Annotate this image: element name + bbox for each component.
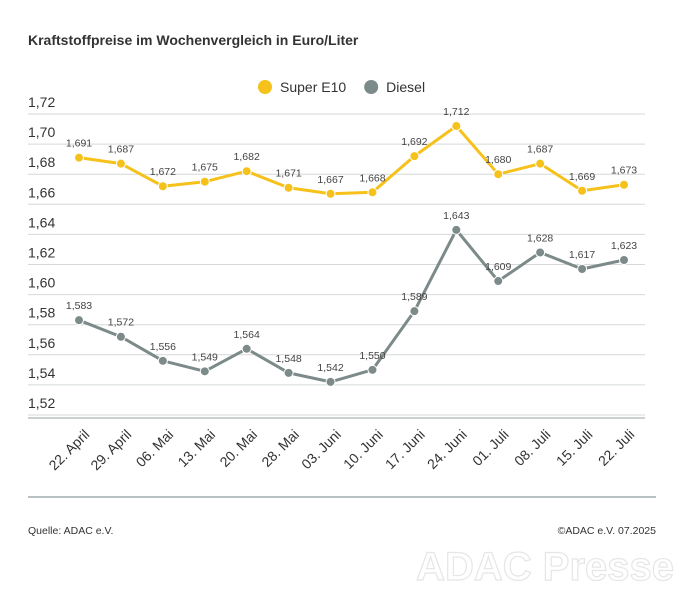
value-label: 1,617 bbox=[569, 249, 595, 261]
x-tick-label: 29. April bbox=[87, 426, 134, 473]
value-label: 1,550 bbox=[359, 350, 385, 362]
value-label: 1,675 bbox=[192, 162, 218, 174]
y-tick-label: 1,70 bbox=[28, 124, 55, 140]
point bbox=[157, 181, 168, 192]
value-label: 1,671 bbox=[275, 168, 301, 180]
value-label: 1,589 bbox=[401, 291, 427, 303]
value-label: 1,669 bbox=[569, 171, 595, 183]
x-tick-label: 20. Mai bbox=[216, 426, 260, 470]
point bbox=[577, 264, 588, 275]
point bbox=[157, 355, 168, 366]
y-tick-label: 1,64 bbox=[28, 214, 55, 230]
y-tick-label: 1,56 bbox=[28, 335, 55, 351]
value-label: 1,687 bbox=[108, 144, 134, 156]
value-label: 1,712 bbox=[443, 106, 469, 118]
value-label: 1,673 bbox=[611, 165, 637, 177]
x-tick-label: 03. Juni bbox=[298, 426, 344, 472]
legend-label: Diesel bbox=[386, 79, 425, 95]
point bbox=[493, 276, 504, 287]
series-line bbox=[78, 228, 625, 384]
y-tick-label: 1,62 bbox=[28, 245, 55, 261]
point bbox=[115, 331, 126, 342]
x-tick-label: 08. Juli bbox=[511, 426, 554, 469]
point bbox=[283, 182, 294, 193]
legend-swatch bbox=[258, 80, 272, 94]
point bbox=[367, 187, 378, 198]
point bbox=[535, 158, 546, 169]
series-line bbox=[78, 124, 625, 196]
value-label: 1,672 bbox=[150, 166, 176, 178]
x-tick-label: 28. Mai bbox=[258, 426, 302, 470]
value-label: 1,556 bbox=[150, 341, 176, 353]
legend-label: Super E10 bbox=[280, 79, 346, 95]
value-label: 1,692 bbox=[401, 136, 427, 148]
value-label: 1,572 bbox=[108, 317, 134, 329]
value-label: 1,583 bbox=[66, 300, 92, 312]
x-tick-label: 06. Mai bbox=[133, 426, 177, 470]
point bbox=[409, 151, 420, 162]
y-tick-label: 1,60 bbox=[28, 275, 55, 291]
point bbox=[619, 179, 629, 190]
point bbox=[409, 306, 420, 317]
value-label: 1,680 bbox=[485, 154, 511, 166]
y-tick-label: 1,54 bbox=[28, 365, 55, 381]
point bbox=[241, 343, 252, 354]
point bbox=[283, 367, 294, 378]
x-tick-label: 22. April bbox=[45, 426, 92, 473]
point bbox=[451, 121, 462, 132]
watermark: ADAC Presse bbox=[416, 545, 674, 589]
point bbox=[74, 152, 84, 163]
legend-swatch bbox=[364, 80, 379, 94]
value-label: 1,667 bbox=[317, 174, 343, 186]
point bbox=[325, 376, 336, 387]
point bbox=[199, 176, 210, 187]
source: Quelle: ADAC e.V. bbox=[28, 525, 113, 537]
point bbox=[325, 188, 336, 199]
value-label: 1,628 bbox=[527, 232, 553, 244]
value-label: 1,609 bbox=[485, 261, 511, 273]
y-tick-label: 1,66 bbox=[28, 184, 55, 200]
value-label: 1,623 bbox=[611, 240, 637, 252]
value-label: 1,548 bbox=[275, 353, 301, 365]
x-tick-label: 10. Juni bbox=[340, 426, 386, 472]
x-tick-label: 15. Juli bbox=[553, 426, 596, 469]
x-tick-label: 22. Juli bbox=[595, 426, 638, 469]
y-tick-label: 1,68 bbox=[28, 154, 55, 170]
y-tick-label: 1,58 bbox=[28, 305, 55, 321]
point bbox=[451, 224, 462, 235]
point bbox=[241, 166, 252, 177]
point bbox=[74, 315, 84, 326]
value-label: 1,549 bbox=[192, 351, 218, 363]
point bbox=[115, 158, 126, 169]
value-label: 1,682 bbox=[234, 151, 260, 163]
value-label: 1,564 bbox=[234, 329, 260, 341]
x-tick-label: 24. Juni bbox=[424, 426, 470, 472]
point bbox=[619, 254, 629, 265]
value-label: 1,643 bbox=[443, 210, 469, 222]
x-tick-label: 01. Juli bbox=[469, 426, 512, 469]
x-tick-label: 13. Mai bbox=[174, 426, 218, 470]
chart-title: Kraftstoffpreise im Wochenvergleich in E… bbox=[28, 32, 359, 48]
value-label: 1,687 bbox=[527, 144, 553, 156]
value-label: 1,691 bbox=[66, 138, 92, 150]
point bbox=[199, 366, 210, 377]
point bbox=[367, 364, 378, 375]
value-label: 1,668 bbox=[359, 172, 385, 184]
point bbox=[535, 247, 546, 258]
point bbox=[493, 169, 504, 180]
point bbox=[577, 185, 588, 196]
x-tick-label: 17. Juni bbox=[382, 426, 428, 472]
y-tick-label: 1,72 bbox=[28, 94, 55, 110]
y-tick-label: 1,52 bbox=[28, 395, 55, 411]
copyright: ©ADAC e.V. 07.2025 bbox=[558, 525, 657, 537]
value-label: 1,542 bbox=[317, 362, 343, 374]
